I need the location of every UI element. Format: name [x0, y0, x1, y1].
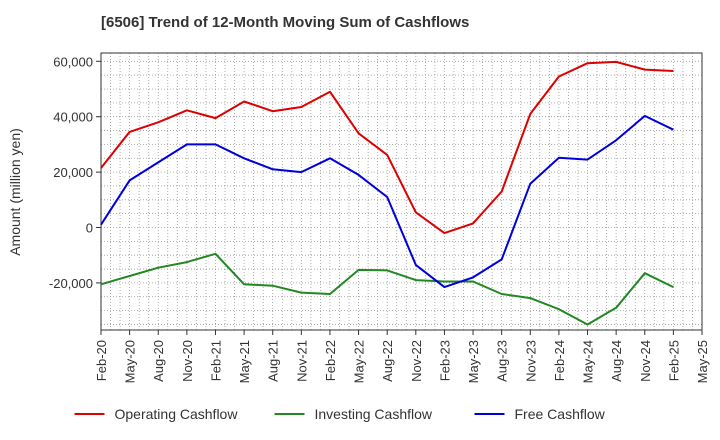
x-tick-label: May-24 [581, 340, 596, 383]
x-tick-label: May-22 [352, 340, 367, 383]
x-tick-label: Feb-24 [552, 340, 567, 381]
legend-label-investing-cashflow: Investing Cashflow [315, 406, 433, 422]
operating-cashflow-line [100, 60, 674, 235]
chart-title: [6506] Trend of 12-Month Moving Sum of C… [101, 14, 470, 31]
x-tick-label: May-25 [695, 340, 710, 383]
y-tick-label: 60,000 [53, 54, 93, 69]
x-tick-label: May-20 [123, 340, 138, 383]
x-tick-label: Feb-20 [94, 340, 109, 381]
x-tick-label: Nov-22 [409, 340, 424, 382]
x-tick-label: Aug-23 [495, 340, 510, 382]
plot-area [101, 53, 702, 330]
x-tick-label: Aug-21 [266, 340, 281, 382]
x-tick-label: Aug-22 [380, 340, 395, 382]
plot-frame [100, 52, 703, 331]
x-tick-label: Feb-21 [208, 340, 223, 381]
x-tick-label: Feb-23 [437, 340, 452, 381]
x-tick-label: Nov-24 [638, 340, 653, 382]
x-tick-label: Feb-25 [666, 340, 681, 381]
x-tick-label: Feb-22 [323, 340, 338, 381]
y-tick-label: 0 [86, 221, 93, 236]
x-tick-label: Nov-23 [523, 340, 538, 382]
x-tick-label: May-23 [466, 340, 481, 383]
x-tick-label: Aug-20 [151, 340, 166, 382]
x-tick-label: Aug-24 [609, 340, 624, 382]
legend-label-operating-cashflow: Operating Cashflow [115, 406, 239, 422]
y-tick-label: 20,000 [53, 165, 93, 180]
x-tick-label: Nov-21 [294, 340, 309, 382]
x-tick-label: Nov-20 [180, 340, 195, 382]
x-tick-label: May-21 [237, 340, 252, 383]
free-cashflow-line [100, 114, 674, 289]
legend-label-free-cashflow: Free Cashflow [515, 406, 606, 422]
y-tick-label: -20,000 [49, 276, 93, 291]
y-tick-label: 40,000 [53, 110, 93, 125]
investing-cashflow-line [100, 252, 674, 326]
